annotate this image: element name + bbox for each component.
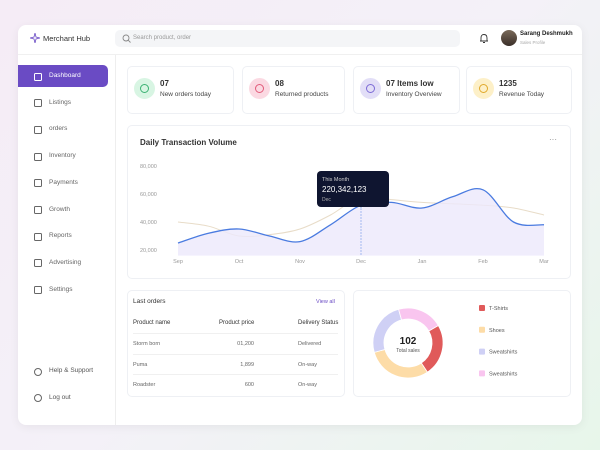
legend-swatch (479, 305, 485, 311)
stat-icon (360, 78, 381, 99)
more-menu[interactable]: ··· (549, 135, 557, 144)
legend-label: T-Shirts (489, 306, 508, 312)
menu-icon (34, 232, 42, 241)
y-tick-label: 60,000 (140, 192, 157, 198)
avatar[interactable] (501, 30, 517, 46)
menu-icon (34, 206, 42, 214)
user-name: Sarang Deshmukh (520, 31, 573, 37)
legend-label: Shoes (489, 328, 505, 334)
x-tick-label: Sep (173, 259, 183, 265)
menu-item[interactable]: Listings (49, 98, 72, 106)
sidebar (18, 55, 116, 425)
legend-label: Sweatshirts (489, 371, 518, 377)
x-tick-label: Mar (539, 259, 549, 265)
menu-item[interactable]: Reports (49, 232, 72, 240)
menu-icon (34, 367, 42, 376)
x-tick-label: Dec (356, 259, 366, 265)
chart-title: Daily Transaction Volume (140, 138, 237, 147)
stat-label: Returned products (275, 91, 329, 98)
orders-title: Last orders (133, 298, 166, 305)
column-header: Delivery Status (298, 320, 339, 326)
legend-label: Sweatshirts (489, 350, 518, 356)
menu-item[interactable]: Help & Support (49, 367, 94, 374)
legend-swatch (479, 348, 485, 355)
x-tick-label: Nov (295, 259, 305, 265)
stat-icon (249, 78, 270, 99)
bell-icon[interactable] (479, 33, 489, 44)
tooltip-value: 220,342,123 (322, 185, 367, 194)
menu-icon (34, 125, 42, 134)
menu-icon (34, 286, 42, 295)
menu-item[interactable]: Growth (49, 205, 70, 213)
menu-item[interactable]: Log out (49, 393, 71, 401)
table-cell: 01,200 (237, 341, 254, 347)
menu-item[interactable]: Advertising (49, 258, 82, 266)
x-tick-label: Oct (235, 259, 244, 265)
sales-card (353, 290, 571, 397)
stat-value: 07 (160, 79, 169, 88)
search-placeholder: Search product, order (133, 35, 192, 41)
row-divider (133, 374, 338, 375)
table-cell: 1,899 (240, 361, 254, 368)
search-box[interactable] (115, 30, 460, 47)
x-tick-label: Jan (418, 259, 427, 265)
row-divider (133, 333, 338, 334)
menu-icon (34, 99, 42, 108)
donut-segment (372, 308, 403, 353)
x-tick-label: Feb (478, 259, 487, 265)
table-cell: On-way (298, 361, 317, 368)
stat-value: 08 (275, 79, 284, 88)
orders-card (127, 290, 345, 397)
column-header: Product price (219, 320, 255, 326)
y-tick-label: 80,000 (140, 164, 157, 170)
table-cell: Delivered (298, 341, 322, 347)
menu-icon (34, 259, 42, 268)
table-cell: 600 (244, 382, 254, 388)
table-cell: Puma (133, 361, 148, 368)
menu-item[interactable]: orders (49, 125, 68, 133)
active-item-bg[interactable] (18, 65, 108, 87)
stat-label: Inventory Overview (386, 91, 442, 98)
stat-icon (473, 78, 494, 99)
brand: Merchant Hub (43, 34, 91, 43)
orders-link[interactable]: View all (316, 299, 335, 305)
column-header: Product name (133, 320, 171, 326)
legend-swatch (479, 370, 485, 377)
row-divider (133, 353, 338, 355)
menu-icon (34, 72, 42, 81)
tooltip-title: This Month (322, 177, 349, 183)
stat-label: New orders today (160, 91, 211, 98)
table-cell: Roadster (133, 382, 156, 388)
legend-swatch (479, 326, 485, 333)
menu-icon (34, 394, 42, 402)
y-tick-label: 20,000 (140, 248, 157, 254)
search-icon (122, 34, 131, 43)
donut-segment (398, 307, 439, 332)
divider (18, 54, 582, 55)
stat-value: 1235 (499, 79, 517, 88)
user-role: Sales Profile (520, 40, 546, 45)
logo-icon (30, 33, 40, 43)
tooltip-label: Dec (322, 197, 331, 203)
menu-item[interactable]: Dashboard (49, 72, 81, 79)
donut-segment (420, 324, 444, 373)
menu-item[interactable]: Payments (49, 178, 78, 186)
table-cell: Storm born (133, 341, 161, 347)
stat-value: 07 Items low (386, 79, 434, 88)
stat-icon (134, 78, 155, 99)
stat-label: Revenue Today (499, 91, 545, 98)
table-cell: On-way (298, 382, 317, 388)
donut-total: 102 (400, 336, 417, 347)
menu-icon (34, 152, 42, 161)
menu-icon (34, 179, 42, 188)
menu-item[interactable]: Inventory (49, 152, 76, 160)
donut-total-label: Total sales (396, 348, 420, 354)
area (178, 188, 544, 256)
tooltip (317, 171, 389, 207)
y-tick-label: 40,000 (140, 220, 157, 226)
menu-item[interactable]: Settings (49, 285, 73, 293)
